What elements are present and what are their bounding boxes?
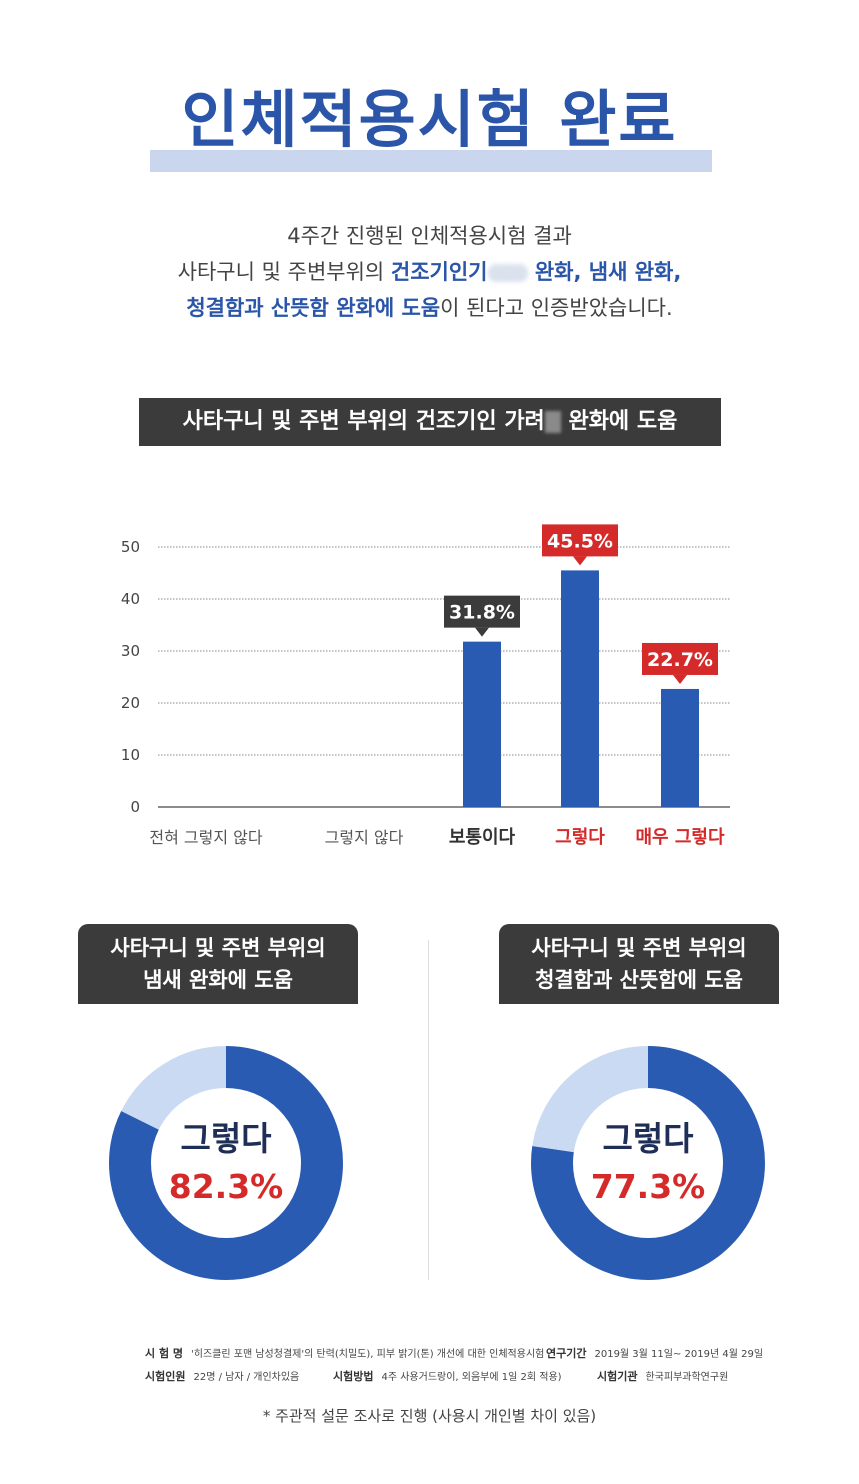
page-title: 인체적용시험 완료 [181, 83, 678, 156]
donut-left-center: 그렇다 82.3% [108, 1115, 344, 1211]
blurred-char [544, 411, 561, 433]
info-method: 시험방법 4주 사용거드랑이, 외음부에 1일 2회 적용) [333, 1368, 562, 1384]
section-divider [428, 940, 429, 1280]
bar [561, 570, 599, 807]
data-label-callout: 45.5% [542, 524, 618, 566]
info-period-key: 연구기간 [546, 1347, 587, 1360]
x-category-label: 그렇다 [555, 827, 605, 848]
bar-title-prefix: 사타구니 및 주변 부위의 건조기인 가려 [182, 409, 545, 434]
bar [463, 641, 501, 807]
data-label-bg [542, 524, 618, 557]
donut-slice-rest [109, 1046, 343, 1280]
donut-right-value: 77.3% [590, 1167, 706, 1206]
data-label-callout: 31.8% [444, 595, 520, 637]
donut-right-label: 그렇다 [602, 1119, 694, 1158]
bar-chart: 0 10 20 30 40 50 전혀 그렇지 않다 그렇지 않다 31.8% 보통이다 45.5%… [121, 524, 730, 848]
info-org-key: 시험기관 [597, 1370, 638, 1383]
y-tick-label: 40 [121, 590, 140, 608]
data-label: 22.7% [647, 649, 713, 671]
info-test-name-value: '히즈클린 포맨 남성청결제'의 탄력(치밀도), 피부 밝기(톤) 개선에 대… [191, 1349, 545, 1360]
data-label-pointer [573, 556, 587, 566]
donut-right-center: 그렇다 77.3% [530, 1115, 766, 1211]
donut-right-header: 사타구니 및 주변 부위의 청결함과 산뜻함에 도움 [499, 924, 779, 1004]
x-category-label: 전혀 그렇지 않다 [149, 828, 262, 847]
title-block: 인체적용시험 완료 [0, 78, 859, 178]
bar [661, 688, 699, 807]
info-subjects: 시험인원 22명 / 남자 / 개인차있음 [145, 1368, 299, 1384]
donut-chart-right [531, 1046, 765, 1280]
info-test-name-key: 시 험 명 [145, 1347, 184, 1360]
info-test-name: 시 험 명 '히즈클린 포맨 남성청결제'의 탄력(치밀도), 피부 밝기(톤) … [145, 1345, 544, 1361]
donut-right-header-line-2: 청결함과 산뜻함에 도움 [535, 968, 743, 992]
data-label-bg [642, 642, 718, 675]
donut-right-header-line-1: 사타구니 및 주변 부위의 [531, 936, 747, 960]
info-org: 시험기관 한국피부과학연구원 [597, 1368, 728, 1384]
intro-highlight-1: 건조기인기 [390, 260, 488, 284]
data-label-bg [444, 595, 520, 628]
blurred-word [487, 264, 528, 282]
donut-left-label: 그렇다 [180, 1119, 272, 1158]
bar-title-suffix: 완화에 도움 [560, 409, 678, 434]
info-subjects-key: 시험인원 [145, 1370, 186, 1383]
survey-note: * 주관적 설문 조사로 진행 (사용시 개인별 차이 있음) [262, 1407, 597, 1425]
y-tick-label: 0 [130, 798, 140, 816]
donut-left-header: 사타구니 및 주변 부위의 냄새 완화에 도움 [78, 924, 358, 1004]
intro-line-1: 4주간 진행된 인체적용시험 결과 [287, 224, 572, 248]
intro-line-2: 사타구니 및 주변부위의 건조기인기 완화, 냄새 완화, [0, 254, 859, 290]
data-label: 31.8% [449, 602, 515, 624]
intro-line-3-suffix: 이 된다고 인증받았습니다. [440, 296, 673, 320]
data-label-pointer [475, 627, 489, 637]
y-tick-label: 10 [121, 746, 140, 764]
donut-left-value: 82.3% [168, 1167, 284, 1206]
info-method-key: 시험방법 [333, 1370, 374, 1383]
donut-chart-left [109, 1046, 343, 1280]
x-category-label: 매우 그렇다 [635, 827, 725, 848]
y-tick-label: 50 [121, 538, 140, 556]
donut-slice-rest [531, 1046, 765, 1280]
intro-highlight-3: 청결함과 산뜻함 완화에 도움 [186, 296, 441, 320]
x-category-label: 보통이다 [449, 827, 516, 848]
title-underline [150, 150, 712, 172]
data-label-pointer [673, 674, 687, 684]
info-subjects-value: 22명 / 남자 / 개인차있음 [193, 1372, 300, 1383]
intro-line-2-prefix: 사타구니 및 주변부위의 [177, 260, 391, 284]
x-category-label: 그렇지 않다 [325, 828, 404, 847]
info-period-value: 2019월 3월 11일~ 2019년 4월 29일 [594, 1349, 764, 1360]
donut-left-header-line-2: 냄새 완화에 도움 [143, 968, 293, 992]
intro-highlight-2: 완화, 냄새 완화, [527, 260, 682, 284]
y-tick-label: 20 [121, 694, 140, 712]
intro-text: 4주간 진행된 인체적용시험 결과 사타구니 및 주변부위의 건조기인기 완화,… [0, 218, 859, 326]
info-org-value: 한국피부과학연구원 [645, 1372, 729, 1383]
intro-line-3: 청결함과 산뜻함 완화에 도움이 된다고 인증받았습니다. [0, 290, 859, 326]
info-method-value: 4주 사용거드랑이, 외음부에 1일 2회 적용) [381, 1372, 562, 1383]
y-tick-label: 30 [121, 642, 140, 660]
donut-left-header-line-1: 사타구니 및 주변 부위의 [110, 936, 326, 960]
data-label: 45.5% [547, 530, 613, 552]
bar-chart-title: 사타구니 및 주변 부위의 건조기인 가려 완화에 도움 [139, 398, 721, 446]
data-label-callout: 22.7% [642, 642, 718, 684]
info-period: 연구기간 2019월 3월 11일~ 2019년 4월 29일 [546, 1345, 763, 1361]
